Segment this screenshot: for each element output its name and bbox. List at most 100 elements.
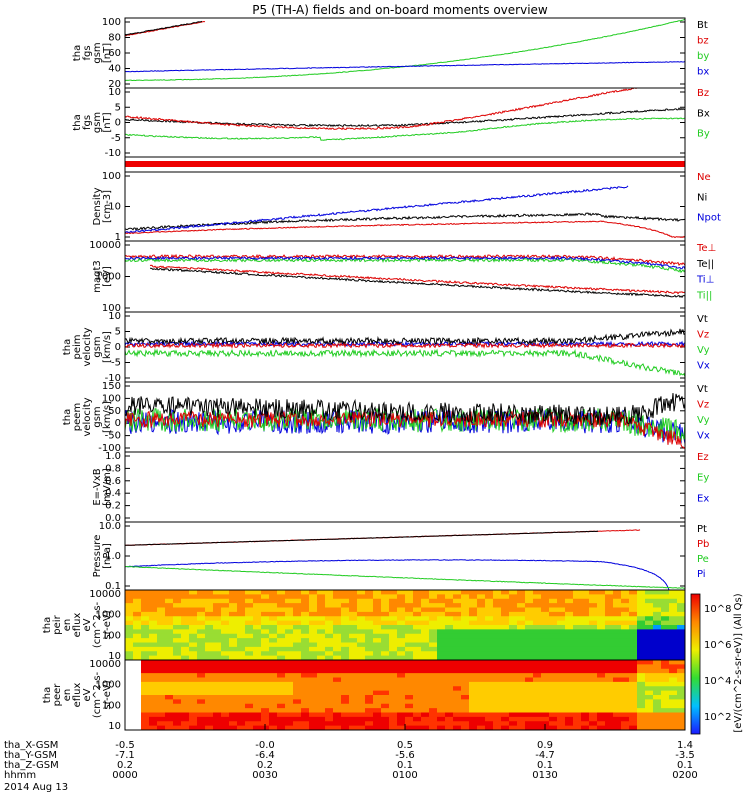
colorbar-tick: 10^8 [704,604,731,615]
colorbar-gradient [690,593,701,735]
legend-Vy: Vy [697,345,710,356]
panel-pressure: Pressure[nPa] 10.0 1.0 0.1 Pt Pb Pe Pi [92,521,709,592]
y-tick-label: -5 [111,133,121,144]
panel-fgs-mag-ylabel: thafgsgsm[nT] [72,42,113,63]
x-tick-label: 0.1 [677,760,693,771]
y-tick-label: 100 [102,171,121,182]
series-Npot [124,185,629,234]
legend-Vz: Vz [697,400,709,411]
x-tick-label: -0.0 [255,740,275,751]
x-tick-label: 0.2 [117,760,133,771]
y-tick-label: 50 [108,406,121,417]
y-tick-label: 10000 [89,589,121,600]
legend-Pe: Pe [697,554,709,565]
legend-by: by [697,51,709,62]
panel-frame [124,311,686,383]
colorbar: 10^8 10^6 10^4 10^2 [eV/(cm^2-s-sr-eV)] (All… [690,593,744,735]
legend-Te⊥: Te⊥ [696,243,716,254]
legend-Vx: Vx [697,361,710,372]
x-tick-label: 0.2 [257,760,273,771]
series-Pt [124,530,599,546]
panel-efield: E=-VxB[mV/m] 1.00.8 0.60.4 0.20.0 Ez Ey Ex [92,451,709,524]
series-Vt [124,328,686,346]
panel-temperature: magt3[eV] 10000 1000 100 Te⊥ Te|| Ti⊥ Ti|| [89,240,716,314]
legend-Ez: Ez [697,452,709,463]
y-tick-label: 0.8 [105,463,121,474]
y-tick-label: 100 [102,630,121,641]
y-tick-label: 80 [108,33,121,44]
x-tick-label: 0000 [112,770,137,781]
electron-spectrogram-image [125,660,686,731]
panel-frame [124,451,686,523]
y-tick-label: 5 [115,102,121,113]
panel-electron-velocity-ylabel: thapeemvelocitygsm[km/s] [62,397,113,436]
series-Ti-par [124,257,686,274]
legend-Ey: Ey [697,473,709,484]
x-axis-labels: tha_X-GSM -0.5 -0.0 0.5 0.9 1.4 tha_Y-GSM -7.1 -… [4,724,698,793]
series-Pi [124,559,672,591]
series-Te-perp [124,253,686,267]
panel-fgs-dev-ylabel: thafgsgsm[nT] [72,112,113,133]
legend-Vz: Vz [697,330,709,341]
x-row-name: hhmm [4,770,36,781]
legend-Ni: Ni [697,192,707,203]
x-tick-label: -0.5 [115,740,135,751]
panel-electron-spectrogram: thapeerenefluxeV(cm^2-s-sr-eV)10000 1000 1… [42,659,685,732]
series-Bz [124,87,685,131]
series-by [125,18,686,82]
y-tick-label: 100 [102,303,121,314]
y-tick-label: 1000 [96,272,121,283]
x-row-name: tha_Y-GSM [4,750,57,761]
series-Ni [124,212,686,231]
y-tick-label: 20 [108,79,121,90]
panel-density: Density[cm-3] 100 10 1 Ne Ni Npot [92,171,721,243]
panel-ion-velocity: thapeimvelocitygsm[km/s] 10 5 0 -5 -10 Vt Vz Vy V… [62,311,710,384]
x-row-name: tha_X-GSM [4,740,58,751]
y-tick-label: 0 [115,418,121,429]
series-Te-perp-low [149,264,686,295]
legend-Pb: Pb [697,539,709,550]
legend-Vt: Vt [697,384,708,395]
y-tick-label: -100 [98,443,121,454]
series-Vz [124,342,686,350]
y-tick-label: 10 [108,651,121,662]
y-tick-label: 10.0 [99,521,121,532]
panel-temperature-ylabel: magt3[eV] [92,260,113,293]
x-tick-label: -6.4 [255,750,275,761]
colorbar-tick: 10^4 [704,676,731,687]
series-Vt [124,393,686,426]
x-tick-label: 0.1 [397,760,413,771]
panel-frame [124,521,686,591]
legend-Bt: Bt [697,20,708,31]
y-tick-label: 0.0 [105,513,121,524]
series-By [124,117,686,141]
legend-By: By [697,129,710,140]
legend-Pt: Pt [697,524,707,535]
series-Ne [124,220,686,239]
x-tick-label: 0.9 [537,740,553,751]
legend-Ne: Ne [697,172,711,183]
y-tick-label: 10 [108,202,121,213]
panel-ion-spectrogram-ylabel: thapeirenefluxeV(cm^2-s-sr-eV) [42,601,113,648]
y-tick-label: 0.2 [105,501,121,512]
panel-frame [124,240,686,313]
legend-bz: bz [697,36,709,47]
y-tick-label: 1.0 [105,451,121,462]
y-tick-label: -50 [105,431,121,442]
x-tick-label: 0130 [532,770,557,781]
x-tick-label: 1.4 [677,740,693,751]
legend-Ti⊥: Ti⊥ [696,275,714,286]
colorbar-label: [eV/(cm^2-s-sr-eV)] (All Qs) [733,593,744,732]
y-tick-label: 100 [102,700,121,711]
plot-date: 2014 Aug 13 [4,782,68,793]
y-tick-label: 1000 [96,610,121,621]
series-Pe [124,566,686,589]
y-tick-label: -5 [111,358,121,369]
legend-Ti||: Ti|| [696,290,712,301]
legend-Bx: Bx [697,108,710,119]
y-tick-label: 150 [102,381,121,392]
panel-electron-spectrogram-ylabel: thapeerenefluxeV(cm^2-s-sr-eV) [42,671,113,718]
